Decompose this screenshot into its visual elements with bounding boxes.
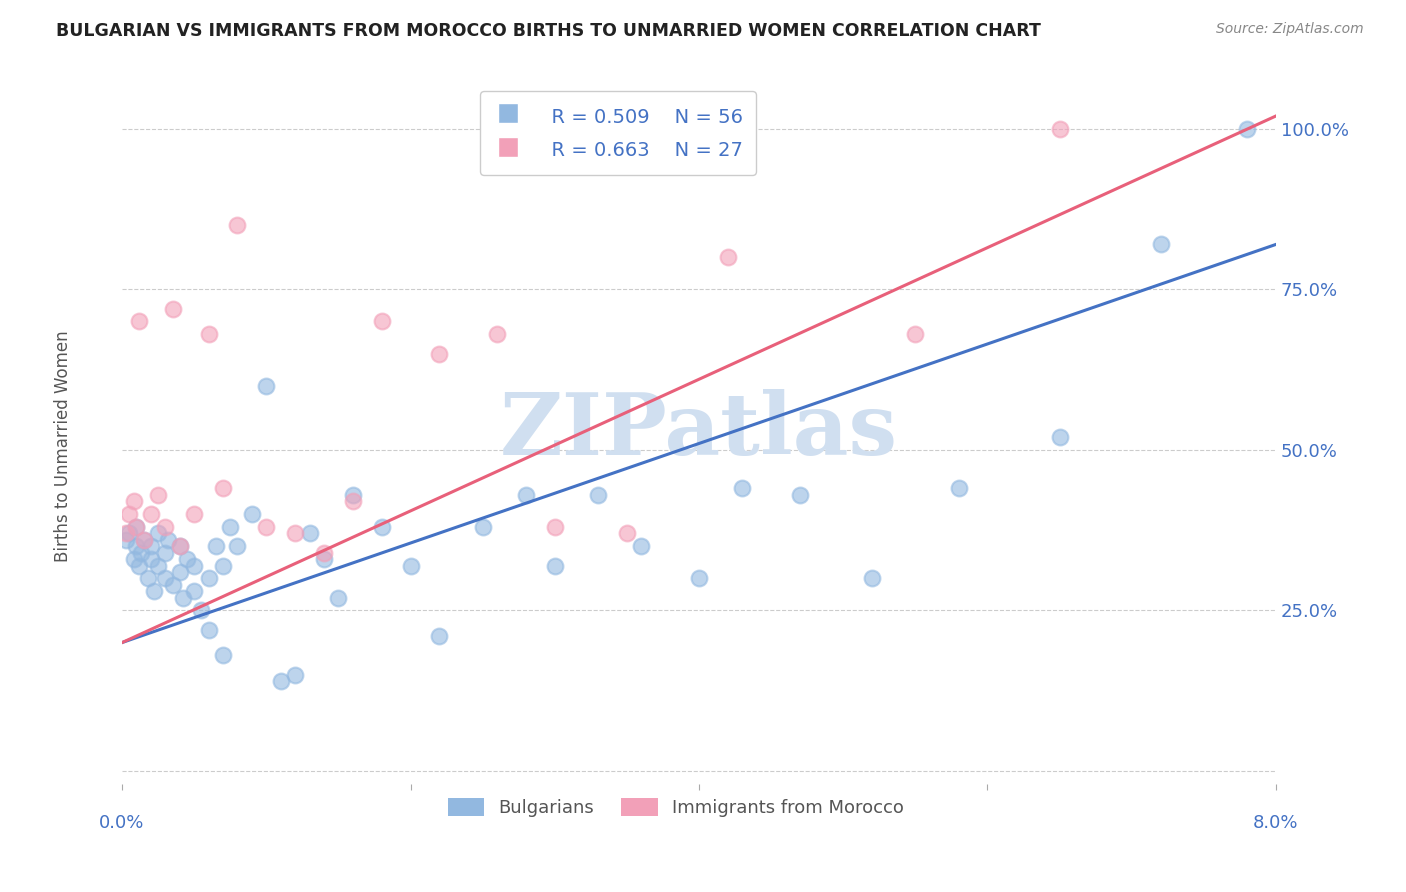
Point bbox=[155, 546, 177, 560]
Point bbox=[146, 526, 169, 541]
Point bbox=[157, 533, 180, 547]
Point bbox=[427, 346, 450, 360]
Text: BULGARIAN VS IMMIGRANTS FROM MOROCCO BIRTHS TO UNMARRIED WOMEN CORRELATION CHART: BULGARIAN VS IMMIGRANTS FROM MOROCCO BIR… bbox=[56, 22, 1040, 40]
Point bbox=[183, 558, 205, 573]
Point bbox=[399, 558, 422, 573]
Point bbox=[370, 314, 392, 328]
Point bbox=[115, 533, 138, 547]
Point bbox=[183, 584, 205, 599]
Point bbox=[162, 301, 184, 316]
Point bbox=[948, 482, 970, 496]
Point bbox=[630, 539, 652, 553]
Point bbox=[129, 546, 152, 560]
Point bbox=[219, 520, 242, 534]
Point bbox=[1049, 430, 1071, 444]
Point bbox=[789, 488, 811, 502]
Point bbox=[125, 539, 148, 553]
Point bbox=[125, 520, 148, 534]
Point bbox=[118, 526, 141, 541]
Text: ZIPatlas: ZIPatlas bbox=[501, 389, 898, 473]
Point bbox=[427, 629, 450, 643]
Point bbox=[212, 482, 235, 496]
Point bbox=[197, 571, 219, 585]
Point bbox=[155, 520, 177, 534]
Legend: Bulgarians, Immigrants from Morocco: Bulgarians, Immigrants from Morocco bbox=[441, 790, 911, 824]
Text: 0.0%: 0.0% bbox=[100, 814, 145, 832]
Point bbox=[586, 488, 609, 502]
Point bbox=[904, 327, 927, 342]
Point bbox=[125, 520, 148, 534]
Point bbox=[312, 546, 335, 560]
Point bbox=[226, 539, 249, 553]
Point bbox=[254, 520, 277, 534]
Point bbox=[155, 571, 177, 585]
Point bbox=[226, 218, 249, 232]
Point bbox=[515, 488, 537, 502]
Point bbox=[190, 603, 212, 617]
Point bbox=[197, 327, 219, 342]
Point bbox=[1049, 121, 1071, 136]
Point bbox=[312, 552, 335, 566]
Text: Source: ZipAtlas.com: Source: ZipAtlas.com bbox=[1216, 22, 1364, 37]
Point bbox=[284, 667, 307, 681]
Point bbox=[471, 520, 494, 534]
Point bbox=[139, 539, 162, 553]
Point bbox=[122, 552, 145, 566]
Point bbox=[254, 378, 277, 392]
Point bbox=[197, 623, 219, 637]
Point bbox=[183, 507, 205, 521]
Point bbox=[146, 558, 169, 573]
Point bbox=[212, 558, 235, 573]
Text: Births to Unmarried Women: Births to Unmarried Women bbox=[55, 330, 72, 562]
Point bbox=[132, 533, 155, 547]
Point bbox=[731, 482, 754, 496]
Point bbox=[544, 558, 567, 573]
Point bbox=[1149, 237, 1171, 252]
Point bbox=[172, 591, 194, 605]
Point bbox=[142, 584, 165, 599]
Point bbox=[136, 571, 159, 585]
Point bbox=[688, 571, 710, 585]
Point bbox=[284, 526, 307, 541]
Point bbox=[370, 520, 392, 534]
Point bbox=[486, 327, 509, 342]
Point bbox=[298, 526, 321, 541]
Point bbox=[115, 526, 138, 541]
Point bbox=[342, 494, 364, 508]
Point bbox=[139, 552, 162, 566]
Point bbox=[860, 571, 883, 585]
Point bbox=[342, 488, 364, 502]
Point bbox=[1236, 121, 1258, 136]
Point bbox=[118, 507, 141, 521]
Point bbox=[162, 578, 184, 592]
Point bbox=[128, 558, 150, 573]
Point bbox=[270, 674, 292, 689]
Point bbox=[212, 648, 235, 663]
Point bbox=[717, 250, 740, 264]
Point bbox=[176, 552, 198, 566]
Point bbox=[240, 507, 263, 521]
Point bbox=[146, 488, 169, 502]
Point bbox=[122, 494, 145, 508]
Point bbox=[132, 533, 155, 547]
Point bbox=[169, 565, 191, 579]
Text: 8.0%: 8.0% bbox=[1253, 814, 1299, 832]
Point bbox=[128, 314, 150, 328]
Point bbox=[169, 539, 191, 553]
Point bbox=[616, 526, 638, 541]
Point bbox=[139, 507, 162, 521]
Point bbox=[169, 539, 191, 553]
Point bbox=[544, 520, 567, 534]
Point bbox=[328, 591, 350, 605]
Point bbox=[204, 539, 226, 553]
